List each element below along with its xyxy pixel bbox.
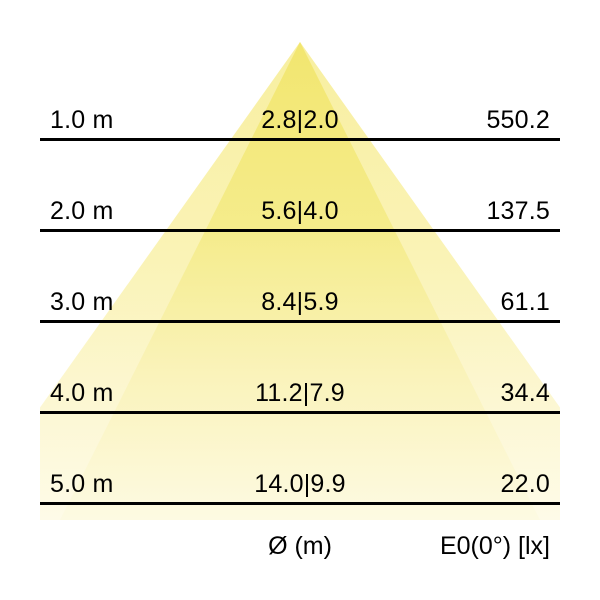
table-row: 1.0 m 2.8|2.0 550.2 bbox=[40, 106, 560, 141]
diameter-axis-label: Ø (m) bbox=[268, 532, 332, 560]
row-distance: 1.0 m bbox=[50, 106, 114, 134]
row-illuminance: 22.0 bbox=[500, 470, 550, 498]
table-row: 2.0 m 5.6|4.0 137.5 bbox=[40, 197, 560, 232]
row-distance: 2.0 m bbox=[50, 197, 114, 225]
table-row: 5.0 m 14.0|9.9 22.0 bbox=[40, 470, 560, 505]
table-row: 4.0 m 11.2|7.9 34.4 bbox=[40, 379, 560, 414]
beam-inner-cone bbox=[60, 42, 540, 520]
illuminance-axis-label: E0(0°) [lx] bbox=[439, 532, 550, 560]
row-illuminance: 61.1 bbox=[500, 288, 550, 316]
row-diameter: 2.8|2.0 bbox=[261, 106, 339, 134]
row-illuminance: 137.5 bbox=[486, 197, 550, 225]
row-distance: 3.0 m bbox=[50, 288, 114, 316]
row-distance: 4.0 m bbox=[50, 379, 114, 407]
table-row: 3.0 m 8.4|5.9 61.1 bbox=[40, 288, 560, 323]
row-illuminance: 550.2 bbox=[486, 106, 550, 134]
row-illuminance: 34.4 bbox=[500, 379, 550, 407]
row-diameter: 5.6|4.0 bbox=[261, 197, 339, 225]
row-diameter: 11.2|7.9 bbox=[255, 379, 345, 407]
row-diameter: 8.4|5.9 bbox=[261, 288, 339, 316]
row-diameter: 14.0|9.9 bbox=[254, 470, 346, 498]
row-distance: 5.0 m bbox=[50, 470, 114, 498]
axis-labels: Ø (m) E0(0°) [lx] bbox=[40, 530, 560, 570]
